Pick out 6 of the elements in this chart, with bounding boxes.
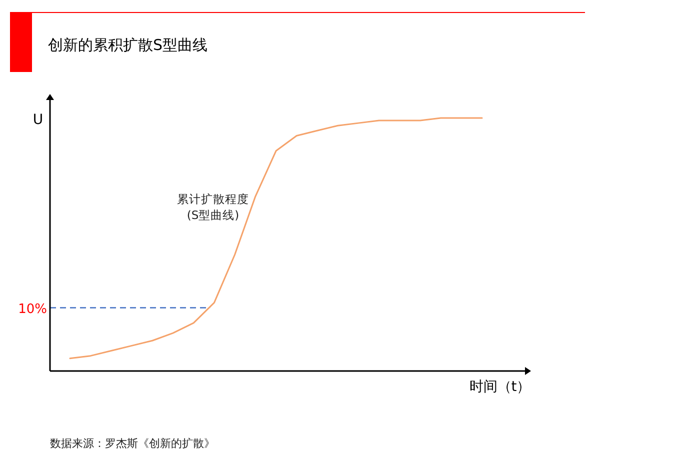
chart-title: 创新的累积扩散S型曲线 xyxy=(48,36,208,54)
source-note: 数据来源：罗杰斯《创新的扩散》 xyxy=(50,437,215,450)
y-axis-title: U xyxy=(32,112,44,128)
annotation: 累计扩散程度 (S型曲线) xyxy=(177,192,249,222)
text: 10% xyxy=(18,302,47,317)
x-axis-title: 时间（t） xyxy=(469,379,531,395)
